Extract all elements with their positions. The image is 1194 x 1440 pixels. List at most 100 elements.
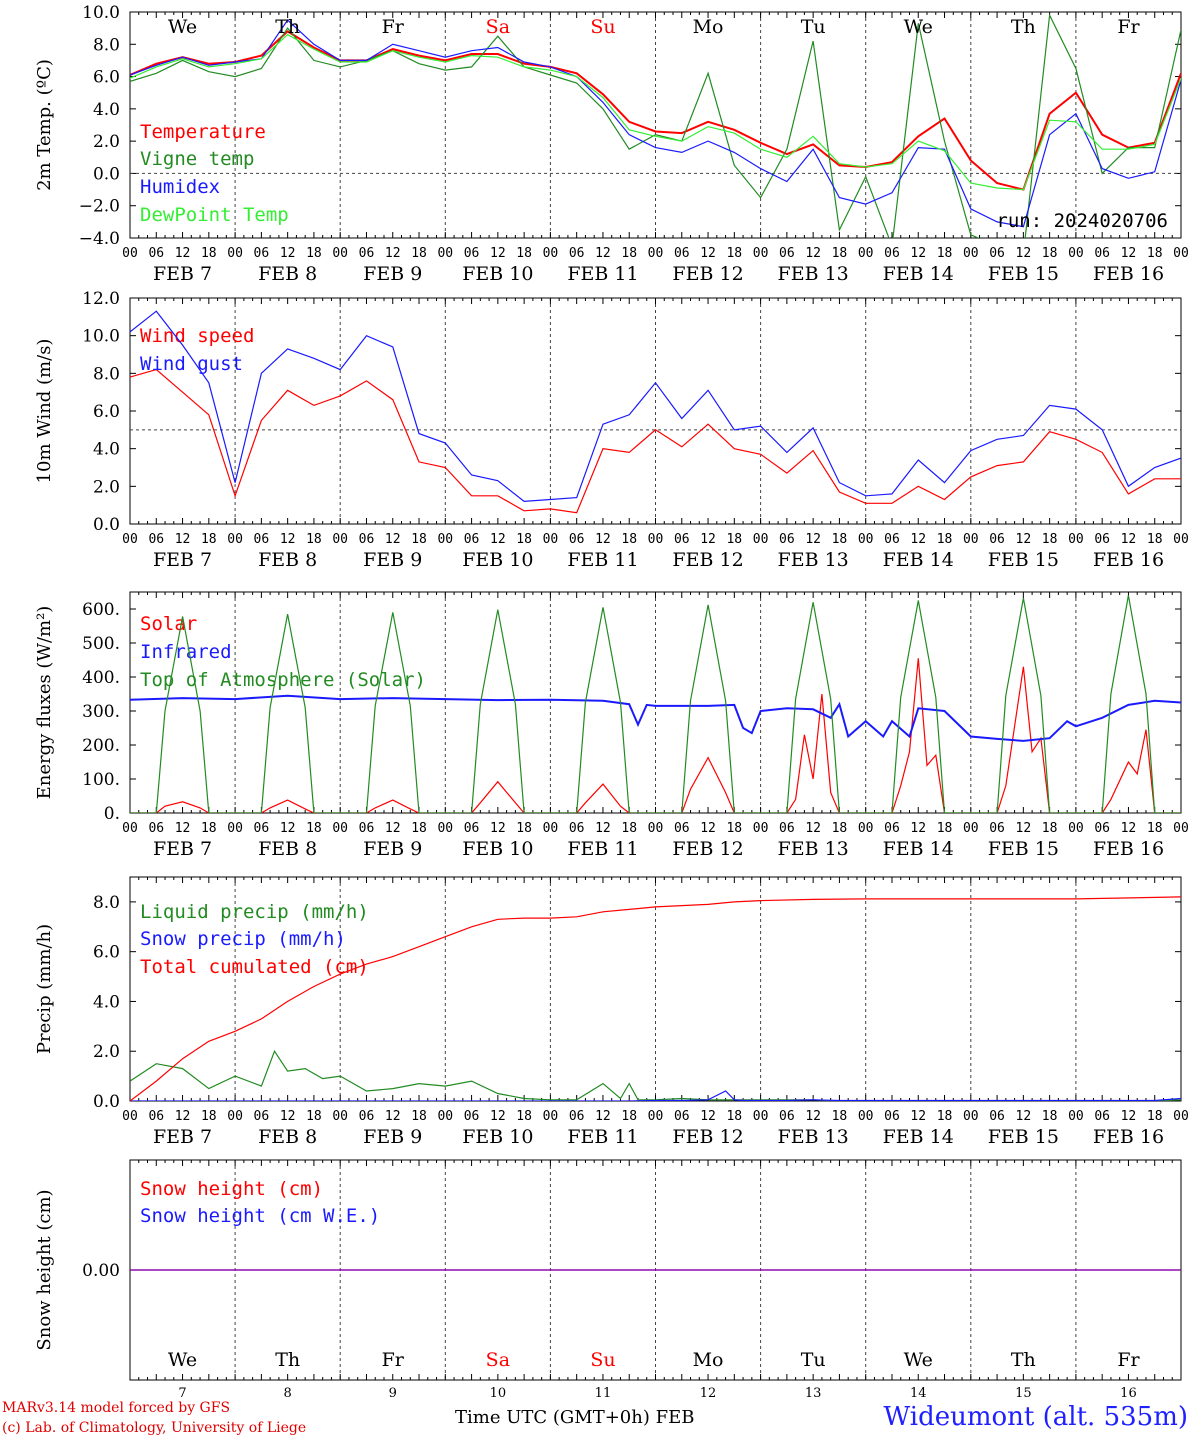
hour-label: 06 xyxy=(569,246,585,261)
hour-label: 06 xyxy=(148,246,164,261)
hour-label: 12 xyxy=(805,821,821,836)
series-line-3-1 xyxy=(130,658,1181,813)
hour-label: 18 xyxy=(832,246,848,261)
y-tick-label: 6.0 xyxy=(93,943,120,963)
hour-label: 00 xyxy=(1068,821,1084,836)
weekday-label: Mo xyxy=(693,16,724,38)
hour-label: 18 xyxy=(1147,1109,1163,1124)
hour-label: 18 xyxy=(201,532,217,547)
hour-label: 18 xyxy=(726,532,742,547)
date-label: FEB 15 xyxy=(988,263,1059,285)
series-line-4-3 xyxy=(130,896,1181,1101)
date-label: FEB 8 xyxy=(258,1126,317,1148)
hour-label: 12 xyxy=(700,821,716,836)
date-label: FEB 10 xyxy=(462,549,533,571)
hour-label: 18 xyxy=(516,1109,532,1124)
hour-label: 12 xyxy=(175,246,191,261)
hour-label: 12 xyxy=(490,821,506,836)
model-credit: MARv3.14 model forced by GFS xyxy=(2,1400,231,1416)
weekday-label: Sa xyxy=(486,1349,510,1371)
hour-label: 12 xyxy=(1016,821,1032,836)
hour-label: 12 xyxy=(385,1109,401,1124)
hour-label: 12 xyxy=(175,1109,191,1124)
hour-label: 00 xyxy=(543,1109,559,1124)
hour-label: 00 xyxy=(858,246,874,261)
series-line-1-3 xyxy=(130,19,1181,228)
hour-label: 12 xyxy=(280,821,296,836)
hour-label: 12 xyxy=(1121,532,1137,547)
hour-label: 06 xyxy=(884,532,900,547)
hour-label: 00 xyxy=(1173,246,1189,261)
hour-label: 00 xyxy=(543,532,559,547)
hour-label: 18 xyxy=(937,821,953,836)
hour-label: 00 xyxy=(437,246,453,261)
hour-label: 00 xyxy=(332,1109,348,1124)
y-tick-label: 6.0 xyxy=(93,68,120,88)
hour-label: 06 xyxy=(674,821,690,836)
date-label: FEB 9 xyxy=(363,838,422,860)
y-tick-label: 4.0 xyxy=(93,992,120,1012)
date-label: FEB 14 xyxy=(883,549,954,571)
hour-label: 06 xyxy=(148,821,164,836)
date-label: FEB 16 xyxy=(1093,263,1164,285)
hour-label: 18 xyxy=(1042,1109,1058,1124)
day-number-label: 12 xyxy=(700,1386,717,1401)
y-axis-label: Snow height (cm) xyxy=(34,1189,55,1350)
series-line-1-2 xyxy=(130,13,1181,238)
hour-label: 00 xyxy=(753,821,769,836)
hour-label: 18 xyxy=(306,1109,322,1124)
y-tick-label: 0.0 xyxy=(93,515,120,535)
legend-entry: Temperature xyxy=(140,121,266,143)
hour-label: 06 xyxy=(148,1109,164,1124)
hour-label: 06 xyxy=(779,246,795,261)
weekday-label: Tu xyxy=(801,16,826,38)
hour-label: 12 xyxy=(385,246,401,261)
hour-label: 06 xyxy=(1094,532,1110,547)
hour-label: 06 xyxy=(674,246,690,261)
weekday-label: We xyxy=(904,16,933,38)
hour-label: 00 xyxy=(648,821,664,836)
y-tick-label: 4.0 xyxy=(93,440,120,460)
y-tick-label: 2.0 xyxy=(93,132,120,152)
hour-label: 06 xyxy=(359,1109,375,1124)
day-number-label: 13 xyxy=(805,1386,822,1401)
hour-label: 18 xyxy=(1147,246,1163,261)
hour-label: 06 xyxy=(254,246,270,261)
hour-label: 12 xyxy=(805,246,821,261)
hour-label: 06 xyxy=(1094,821,1110,836)
x-axis-title: Time UTC (GMT+0h) FEB xyxy=(455,1407,695,1428)
series-line-2-2 xyxy=(130,310,1181,503)
date-label: FEB 7 xyxy=(153,549,212,571)
hour-label: 18 xyxy=(1042,532,1058,547)
hour-label: 06 xyxy=(359,246,375,261)
date-label: FEB 10 xyxy=(462,838,533,860)
hour-label: 12 xyxy=(595,1109,611,1124)
hour-label: 12 xyxy=(490,246,506,261)
hour-label: 06 xyxy=(569,821,585,836)
hour-label: 00 xyxy=(227,246,243,261)
hour-label: 18 xyxy=(1042,821,1058,836)
hour-label: 00 xyxy=(753,246,769,261)
hour-label: 00 xyxy=(1173,532,1189,547)
hour-label: 00 xyxy=(332,246,348,261)
weekday-label: Fr xyxy=(1117,16,1140,38)
legend-entry: Top of Atmosphere (Solar) xyxy=(140,669,426,691)
date-label: FEB 13 xyxy=(778,549,849,571)
date-label: FEB 13 xyxy=(778,838,849,860)
y-tick-label: 0.0 xyxy=(93,1092,120,1112)
date-label: FEB 15 xyxy=(988,838,1059,860)
y-tick-label: 2.0 xyxy=(93,1042,120,1062)
legend-entry: Snow precip (mm/h) xyxy=(140,928,346,950)
series-line-4-1 xyxy=(130,1049,1181,1101)
panel-1: 10.0 8.0 6.0 4.0 2.0 0.0 −2.0 −4.0 2m Temp. (ºC)… xyxy=(34,3,1189,285)
hour-label: 18 xyxy=(516,821,532,836)
y-tick-label: −2.0 xyxy=(79,197,120,217)
hour-label: 18 xyxy=(832,1109,848,1124)
hour-label: 06 xyxy=(779,532,795,547)
date-label: FEB 12 xyxy=(672,1126,743,1148)
hour-label: 12 xyxy=(490,1109,506,1124)
hour-label: 12 xyxy=(1121,246,1137,261)
y-axis-label: Energy fluxes (W/m²) xyxy=(34,606,55,800)
weekday-label: We xyxy=(168,16,197,38)
hour-label: 00 xyxy=(122,532,138,547)
